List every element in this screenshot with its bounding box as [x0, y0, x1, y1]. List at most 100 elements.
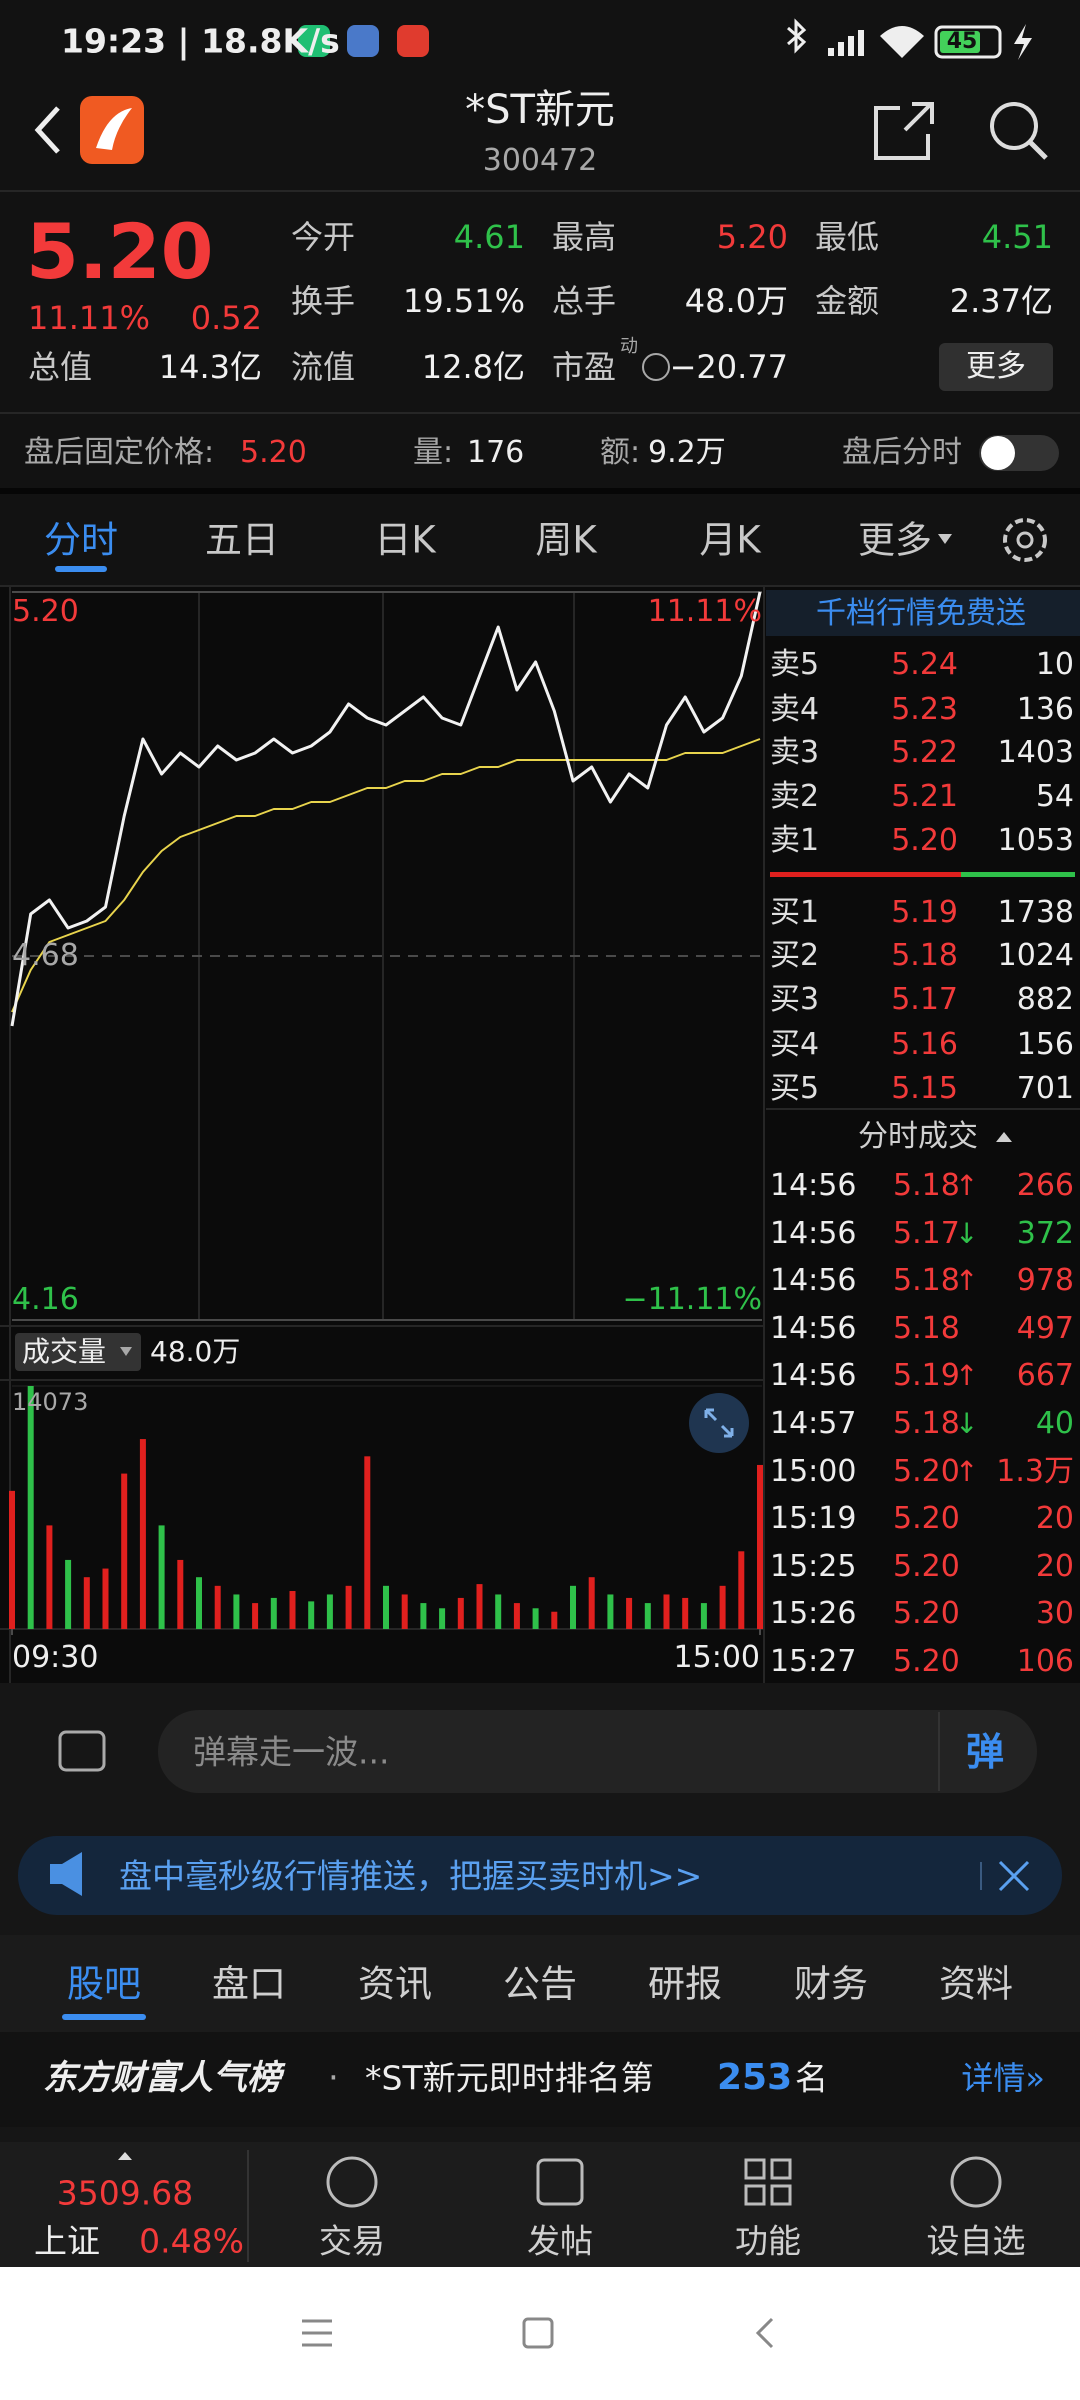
volume-bar: [289, 1591, 296, 1629]
index-caret: [118, 2152, 132, 2160]
stat-value: 48.0万: [684, 282, 788, 320]
info-icon: [642, 353, 670, 381]
content-tab[interactable]: 盘口: [212, 1962, 286, 2006]
trade-direction: ↑: [955, 1264, 979, 1298]
dropdown-caret: [120, 1347, 132, 1356]
content-tab[interactable]: 研报: [648, 1962, 722, 2006]
order-price: 5.16: [891, 1027, 958, 1062]
search-button[interactable]: [990, 102, 1038, 150]
nav-icon: [536, 2158, 584, 2206]
order-qty: 701: [1016, 1071, 1074, 1106]
trades-heading: 分时成交: [858, 1119, 978, 1154]
ranking-title: 东方财富人气榜: [43, 2058, 281, 2098]
stock-code: 300472: [482, 143, 598, 178]
search-handle: [1028, 140, 1048, 160]
order-qty: 54: [1035, 779, 1074, 814]
order-price: 5.24: [891, 647, 958, 682]
active-tab-indicator: [55, 566, 107, 572]
stat-value: 14.3亿: [158, 348, 262, 386]
chart-tab[interactable]: 周K: [535, 518, 597, 562]
app-logo-mark: [96, 108, 132, 150]
stat-value: 4.51: [981, 218, 1053, 256]
more-button-label[interactable]: 更多: [966, 349, 1026, 384]
after-hours-link[interactable]: 盘后分时: [842, 435, 962, 470]
order-label: 卖2: [770, 779, 820, 814]
volume-title[interactable]: 成交量: [22, 1335, 107, 1368]
expand-button[interactable]: [689, 1393, 749, 1453]
trade-time: 15:25: [770, 1548, 857, 1584]
content-tab[interactable]: 资料: [939, 1962, 1013, 2006]
chart-tab[interactable]: 更多: [858, 518, 932, 562]
nav-item[interactable]: 交易: [319, 2221, 385, 2261]
stat-label: 市盈: [552, 348, 617, 386]
nav-item[interactable]: 设自选: [926, 2221, 1026, 2261]
stat-label: 换手: [291, 282, 356, 320]
volume-selector[interactable]: [15, 1333, 141, 1371]
stock-title: *ST新元: [465, 87, 615, 133]
chart-tab[interactable]: 分时: [44, 518, 118, 562]
order-qty: 882: [1016, 982, 1074, 1017]
share-button[interactable]: [874, 102, 934, 160]
status-icon: [397, 25, 429, 57]
order-label: 卖5: [770, 647, 820, 682]
index-value[interactable]: 3509.68: [56, 2173, 194, 2213]
chart-tab[interactable]: 月K: [699, 518, 761, 562]
trade-qty: 20: [1035, 1501, 1074, 1537]
more-button[interactable]: [939, 343, 1053, 391]
order-price: 5.22: [891, 735, 958, 770]
status-icon: [347, 25, 379, 57]
close-button[interactable]: [998, 1860, 1030, 1892]
banner-text[interactable]: 盘中毫秒级行情推送，把握买卖时机>>: [119, 1856, 703, 1896]
nav-item[interactable]: 发帖: [527, 2221, 593, 2261]
trade-time: 14:56: [770, 1168, 857, 1203]
y-tick-label: 4.68: [12, 938, 79, 973]
danmaku-button[interactable]: 弹: [965, 1730, 1005, 1774]
settings-core: [1016, 531, 1034, 549]
volume-bar: [439, 1608, 446, 1629]
nav-icon: [326, 2156, 378, 2208]
content-tab[interactable]: 资讯: [358, 1962, 432, 2006]
back-button[interactable]: [34, 106, 60, 154]
index-change: 0.48%: [139, 2221, 244, 2261]
trade-time: 15:19: [770, 1501, 857, 1537]
stat-value: 19.51%: [402, 282, 525, 320]
index-name[interactable]: 上证: [34, 2221, 100, 2261]
expand-icon: [704, 1408, 734, 1438]
chart-tab[interactable]: 日K: [374, 518, 436, 562]
volume-bar: [326, 1594, 333, 1629]
nav-item[interactable]: 功能: [735, 2221, 801, 2261]
volume-bar: [158, 1525, 165, 1629]
content-tab[interactable]: 公告: [503, 1962, 577, 2006]
ranking-link[interactable]: 详情»: [961, 2059, 1045, 2097]
comment-input[interactable]: [158, 1710, 1037, 1793]
volume-bar: [476, 1584, 483, 1629]
volume-bar: [682, 1597, 689, 1629]
order-book-heading[interactable]: 千档行情免费送: [816, 596, 1026, 631]
danmaku-icon[interactable]: [58, 1730, 106, 1772]
volume-bar: [626, 1597, 633, 1629]
trade-qty: 667: [1016, 1358, 1074, 1394]
volume-bar: [513, 1603, 520, 1629]
trade-price: 5.20: [893, 1596, 960, 1632]
order-label: 买3: [770, 982, 820, 1017]
content-tab[interactable]: 股吧: [67, 1962, 141, 2006]
system-home-button[interactable]: [522, 2317, 554, 2349]
after-hours-label: 盘后固定价格:: [24, 435, 215, 470]
stat-value: 12.8亿: [421, 348, 525, 386]
volume-bar: [495, 1594, 502, 1629]
stat-label: 今开: [291, 218, 356, 256]
volume-bar: [532, 1608, 539, 1629]
order-qty: 10: [1035, 647, 1074, 682]
promo-banner[interactable]: [18, 1836, 1062, 1915]
trade-price: 5.18: [893, 1168, 960, 1203]
system-back-button[interactable]: [755, 2317, 774, 2349]
comment-placeholder[interactable]: 弹幕走一波...: [193, 1732, 390, 1772]
system-menu-button[interactable]: [302, 2319, 332, 2347]
content-tab[interactable]: 财务: [794, 1962, 868, 2006]
volume-bar: [121, 1473, 128, 1629]
order-book-heading-bg: [766, 590, 1080, 636]
volume-bar: [177, 1559, 184, 1629]
chart-tab[interactable]: 五日: [205, 518, 279, 562]
settings-button[interactable]: [1003, 518, 1047, 562]
